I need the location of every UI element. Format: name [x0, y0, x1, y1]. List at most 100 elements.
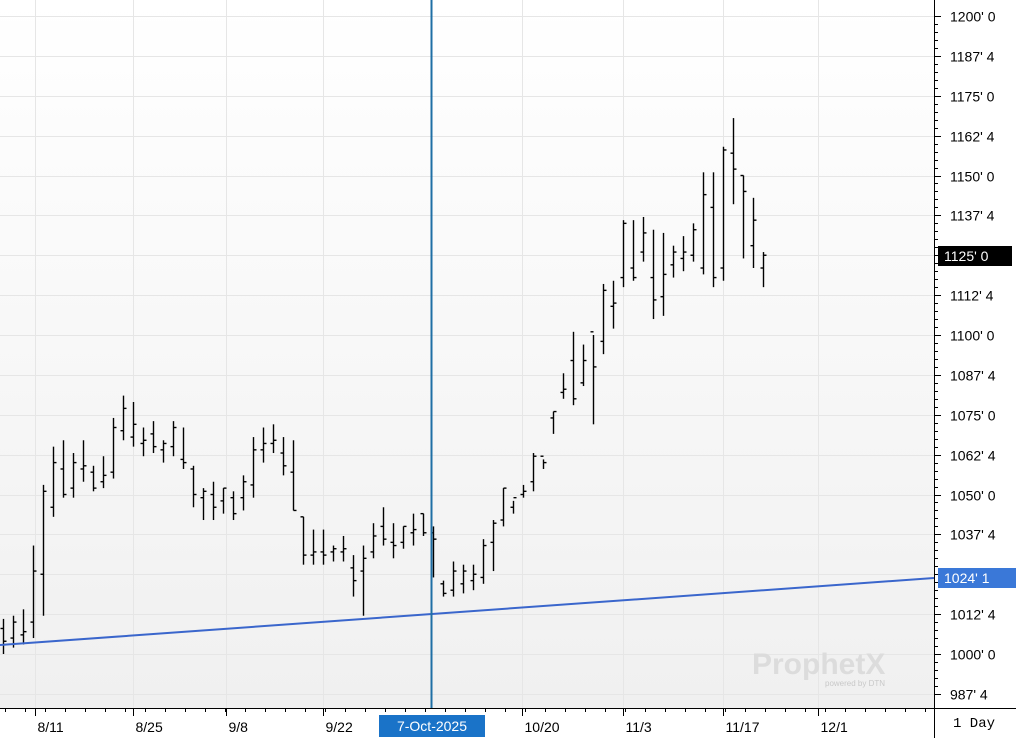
x-tick-label: 8/11 [38, 719, 64, 735]
y-tick-label: 1187' 4 [950, 49, 995, 65]
ohlc-bar [720, 146, 727, 281]
ohlc-bar [30, 545, 37, 639]
y-tick-label: 1112' 4 [950, 288, 994, 304]
last-price-label: 1125' 0 [938, 246, 1012, 266]
last-price-value: 1125' 0 [944, 248, 989, 264]
ohlc-bar [330, 545, 337, 562]
ohlc-bar [360, 545, 367, 616]
ohlc-bar [300, 516, 307, 565]
ohlc-bar [690, 223, 697, 262]
ohlc-bar [390, 523, 397, 559]
ohlc-bar [590, 331, 597, 425]
ohlc-bar [490, 520, 497, 572]
ohlc-bar [760, 252, 767, 288]
watermark-sub: powered by DTN [825, 679, 885, 688]
ohlc-bar [140, 427, 147, 457]
x-tick-label: 12/1 [821, 719, 848, 735]
ohlc-bar [120, 395, 127, 441]
ohlc-bar [60, 440, 67, 498]
grid [0, 0, 934, 708]
x-tick-label: 9/8 [229, 719, 249, 735]
ohlc-bar [620, 220, 627, 288]
ohlc-bar [570, 331, 577, 406]
y-tick-label: 1175' 0 [950, 89, 995, 105]
ohlc-bar [700, 172, 707, 275]
ohlc-bar [150, 421, 157, 454]
plot-area[interactable] [0, 0, 934, 708]
ohlc-bar [370, 523, 377, 559]
ohlc-bar [250, 437, 257, 498]
ohlc-bar [610, 280, 617, 329]
ohlc-bar [510, 496, 517, 514]
y-tick-label: 1200' 0 [950, 9, 996, 25]
x-tick-label: 8/25 [136, 719, 163, 735]
ohlc-bar [450, 561, 457, 597]
x-axis-ticks: 8/11 8/25 9/8 9/22 10/20 11/3 11/17 12/1 [5, 708, 926, 735]
interval-label[interactable]: 1 Day [953, 716, 995, 732]
ohlc-bar [660, 232, 667, 316]
ohlc-bar [100, 456, 107, 489]
y-tick-label: 1050' 0 [950, 488, 996, 504]
y-tick-label: 1000' 0 [950, 647, 996, 663]
ohlc-bar [340, 535, 347, 562]
y-axis-panel [934, 0, 1016, 708]
ohlc-bar [400, 525, 407, 549]
y-tick-label: 987' 4 [950, 687, 988, 703]
y-tick-label: 1087' 4 [950, 368, 996, 384]
ohlc-bar [470, 564, 477, 591]
ohlc-bar [180, 427, 187, 469]
ohlc-bar [50, 446, 57, 517]
ohlc-bar [210, 481, 217, 521]
ohlc-bar [230, 491, 237, 521]
ohlc-bar [410, 513, 417, 546]
ohlc-bar [200, 488, 207, 521]
x-tick-label: 10/20 [525, 719, 560, 735]
ohlc-bar [650, 229, 657, 320]
ohlc-bar [540, 455, 547, 469]
ohlc-bar [480, 539, 487, 584]
crosshair-date-value: 7-Oct-2025 [397, 718, 467, 734]
x-tick-label: 11/3 [626, 719, 652, 735]
ohlc-bar [670, 245, 677, 278]
ohlc-bar [280, 437, 287, 476]
y-tick-label: 1162' 4 [950, 129, 995, 145]
ohlc-bar [220, 487, 227, 514]
ohlc-bar [260, 427, 267, 463]
ohlc-bar [440, 580, 447, 597]
trendline-price-value: 1024' 1 [944, 570, 990, 586]
ohlc-bar [550, 410, 557, 434]
ohlc-bar [640, 216, 647, 262]
ohlc-bar [380, 507, 387, 546]
ohlc-bar [680, 236, 687, 272]
ohlc-bar [750, 197, 757, 269]
ohlc-bar [170, 421, 177, 457]
y-tick-label: 1037' 4 [950, 527, 996, 543]
ohlc-bar [740, 174, 747, 259]
crosshair-date-label: 7-Oct-2025 [379, 715, 485, 737]
y-tick-label: 1150' 0 [950, 169, 995, 185]
ohlc-bar [90, 465, 97, 492]
ohlc-bar [730, 118, 737, 205]
interval-box[interactable] [934, 708, 1016, 738]
ohlc-bar [500, 487, 507, 527]
y-tick-label: 1137' 4 [950, 208, 995, 224]
ohlc-bar [320, 529, 327, 565]
ohlc-bar [600, 283, 607, 355]
ohlc-bar [530, 453, 537, 492]
ohlc-bar [630, 220, 637, 281]
ohlc-bar [80, 440, 87, 482]
y-tick-label: 1075' 0 [950, 408, 996, 424]
trendline[interactable] [0, 577, 935, 646]
ohlc-bar [70, 453, 77, 498]
ohlc-bar [460, 564, 467, 594]
ohlc-bar [40, 484, 47, 616]
ohlc-bar [710, 172, 717, 288]
ohlc-bar [20, 609, 27, 645]
watermark-logo: ProphetX [752, 648, 885, 681]
y-tick-label: 1012' 4 [950, 607, 996, 623]
ohlc-bar [270, 424, 277, 454]
x-tick-label: 11/17 [726, 719, 760, 735]
y-axis-ticks: 1200' 0 1187' 4 1175' 0 1162' 4 1150' 0 1137'… [934, 9, 996, 703]
ohlc-bar [10, 615, 17, 648]
